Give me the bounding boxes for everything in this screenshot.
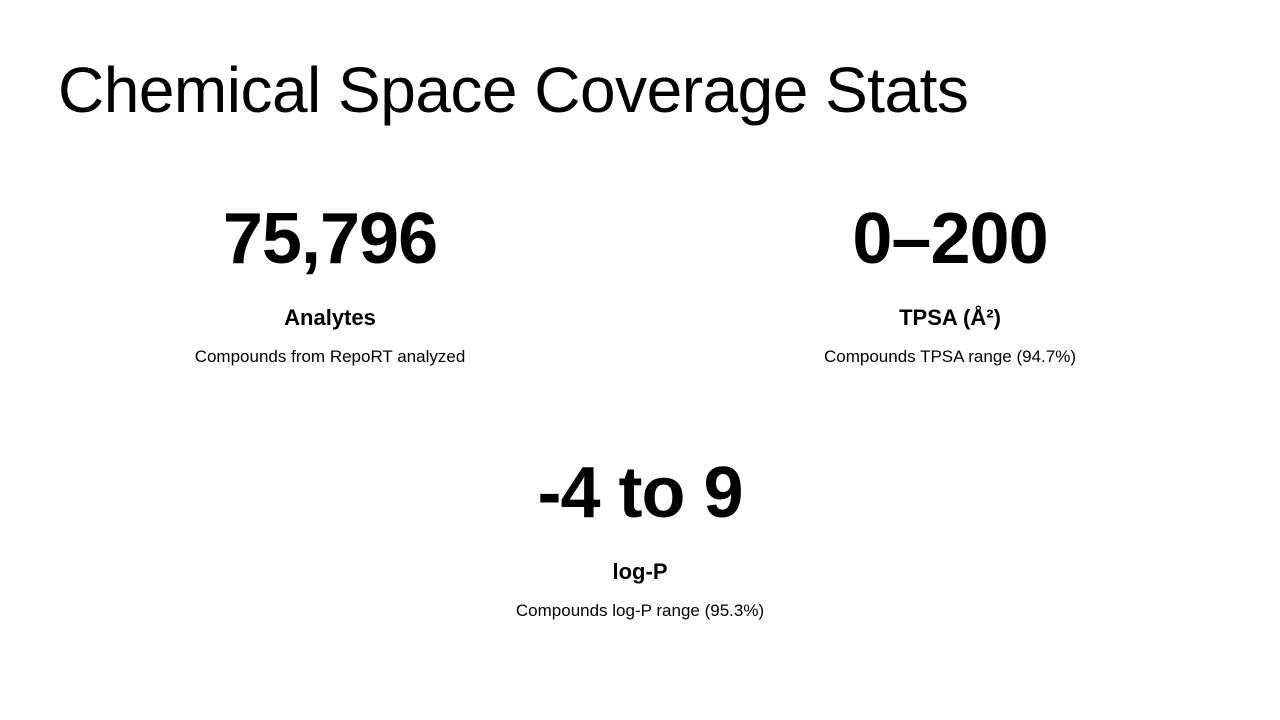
- stat-value: -4 to 9: [537, 453, 743, 533]
- stat-label: log-P: [612, 559, 668, 584]
- stat-analytes: 75,796 Analytes Compounds from RepoRT an…: [70, 196, 590, 368]
- stat-label: TPSA (Å²): [899, 305, 1001, 330]
- stat-value: 75,796: [222, 199, 438, 279]
- stat-description: Compounds TPSA range (94.7%): [824, 347, 1076, 366]
- stat-logp: -4 to 9 log-P Compounds log-P range (95.…: [380, 450, 900, 622]
- stat-description: Compounds from RepoRT analyzed: [194, 347, 466, 366]
- stat-tpsa: 0–200 TPSA (Å²) Compounds TPSA range (94…: [690, 196, 1210, 368]
- stat-description: Compounds log-P range (95.3%): [515, 601, 765, 620]
- stat-label: Analytes: [284, 305, 376, 330]
- stat-value: 0–200: [852, 199, 1048, 279]
- slide-title: Chemical Space Coverage Stats: [58, 54, 969, 126]
